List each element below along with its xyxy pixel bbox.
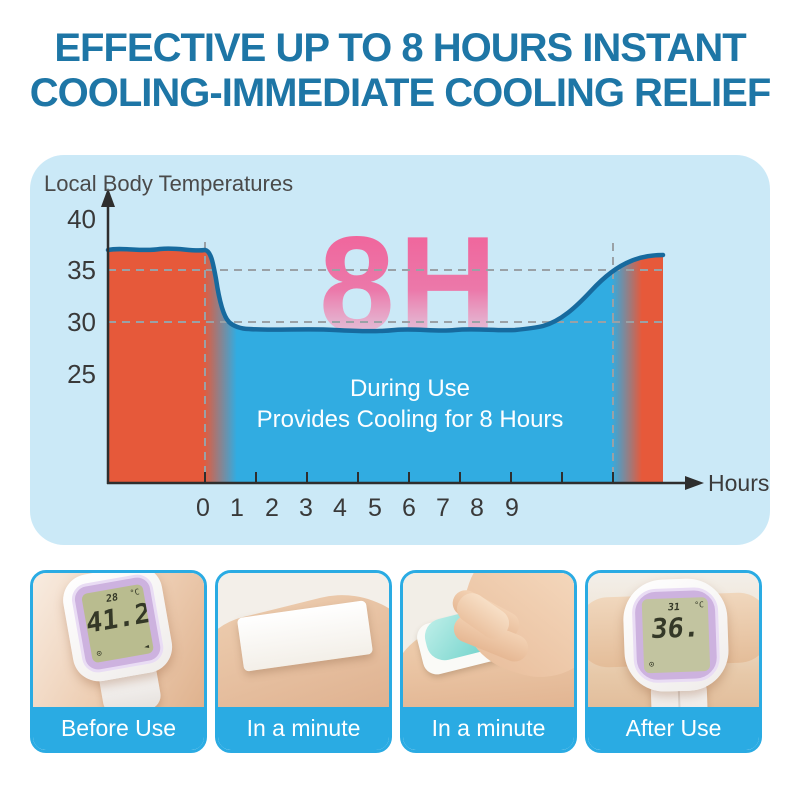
page-title-line2: COOLING-IMMEDIATE COOLING RELIEF — [29, 71, 772, 115]
x-tick-3: 3 — [299, 494, 313, 522]
temperature-chart: 8H During Use Provides Cooling for 8 Hou… — [44, 171, 769, 522]
temperature-curve — [105, 246, 666, 334]
panel-after-use: 31 °C 36. ⊙ After Use — [585, 570, 762, 753]
page-title: EFFECTIVE UP TO 8 HOURS INSTANT COOLING-… — [0, 26, 800, 116]
y-tick-25: 25 — [67, 359, 96, 389]
photo-thermometer-before: 28 °C 41.2 ⊙ ◄ — [33, 573, 204, 707]
panel-label-before-use: Before Use — [33, 707, 204, 750]
panel-patch-applied: In a minute — [215, 570, 392, 753]
x-tick-8: 8 — [470, 494, 484, 522]
thermometer-head: 31 °C 36. ⊙ — [622, 577, 730, 693]
photo-patch-on-arm — [218, 573, 389, 707]
thermometer-bezel: 31 °C 36. ⊙ — [631, 586, 721, 684]
y-tick-35: 35 — [67, 255, 96, 285]
x-tick-2: 2 — [265, 494, 279, 522]
lcd-display: 31 °C 36. ⊙ — [641, 597, 711, 674]
lcd-unit-label: °C — [694, 600, 705, 610]
y-tick-30: 30 — [67, 307, 96, 337]
panel-applying-patch: In a minute — [400, 570, 577, 753]
y-tick-labels: 40 35 30 25 — [67, 204, 96, 389]
panel-before-use: 28 °C 41.2 ⊙ ◄ Before Use — [30, 570, 207, 753]
panel-label-in-a-minute-1: In a minute — [218, 707, 389, 750]
panel-label-after-use: After Use — [588, 707, 759, 750]
lcd-status-icon: ⊙ — [648, 659, 655, 671]
x-axis-arrow-icon — [685, 476, 704, 490]
photo-hand-applying-patch — [403, 573, 574, 707]
dashed-guides — [108, 242, 663, 483]
photo-strip: 28 °C 41.2 ⊙ ◄ Before Use In a minute — [30, 570, 762, 753]
eight-hour-badge: 8H — [319, 208, 501, 360]
x-tick-9: 9 — [505, 494, 519, 522]
x-tick-0: 0 — [196, 494, 210, 522]
y-tick-40: 40 — [67, 204, 96, 234]
lcd-display: 28 °C 41.2 ⊙ ◄ — [81, 583, 155, 664]
axes — [101, 188, 704, 490]
x-tick-4: 4 — [333, 494, 347, 522]
page-title-line1: EFFECTIVE UP TO 8 HOURS INSTANT — [54, 26, 746, 70]
thermometer-head: 28 °C 41.2 ⊙ ◄ — [59, 573, 177, 686]
panel-label-in-a-minute-2: In a minute — [403, 707, 574, 750]
x-tick-labels: 0 1 2 3 4 5 6 7 8 9 — [196, 494, 519, 522]
lcd-status-icon: ⊙ — [95, 648, 103, 660]
lcd-secondary-reading: 31 — [667, 601, 681, 614]
lcd-speaker-icon: ◄ — [143, 641, 150, 652]
x-tick-5: 5 — [368, 494, 382, 522]
lcd-main-reading: 36. — [649, 612, 702, 646]
chart-axis-title: Local Body Temperatures — [44, 171, 293, 196]
lcd-unit-label: °C — [129, 587, 141, 598]
temperature-chart-panel: 8H During Use Provides Cooling for 8 Hou… — [30, 155, 770, 545]
lcd-main-reading: 41.2 — [85, 597, 151, 641]
overlay-caption-line1: During Use — [350, 375, 470, 402]
x-axis-ticks — [204, 472, 614, 483]
x-tick-1: 1 — [230, 494, 244, 522]
y-axis-arrow-icon — [101, 188, 115, 207]
temperature-area-fill — [108, 248, 663, 483]
thermometer-bezel: 28 °C 41.2 ⊙ ◄ — [69, 573, 166, 675]
x-tick-7: 7 — [436, 494, 450, 522]
x-tick-6: 6 — [402, 494, 416, 522]
overlay-caption-line2: Provides Cooling for 8 Hours — [257, 406, 564, 433]
x-axis-label: Hours — [708, 470, 769, 496]
photo-thermometer-after: 31 °C 36. ⊙ — [588, 573, 759, 707]
